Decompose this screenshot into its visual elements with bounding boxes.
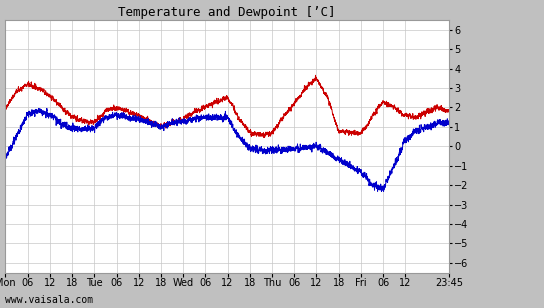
Text: www.vaisala.com: www.vaisala.com bbox=[5, 295, 94, 305]
Title: Temperature and Dewpoint [’C]: Temperature and Dewpoint [’C] bbox=[119, 6, 336, 19]
